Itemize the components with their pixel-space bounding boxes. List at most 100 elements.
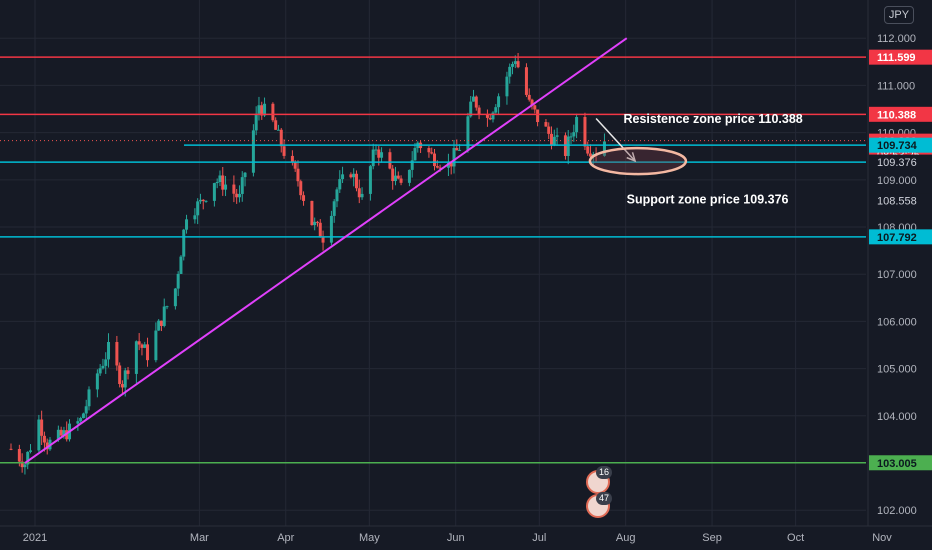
candle-body	[524, 67, 528, 95]
candle-body	[452, 148, 456, 167]
horizontal-levels	[0, 56, 866, 464]
candle-body	[9, 448, 13, 450]
candle-body	[427, 148, 431, 153]
candle-body	[95, 373, 99, 390]
candle-body	[107, 341, 111, 360]
candle-body	[263, 103, 267, 116]
candle-body	[232, 184, 236, 194]
candle-body	[380, 152, 384, 158]
candle-body	[45, 442, 49, 450]
candle-body	[20, 461, 24, 468]
candle-body	[243, 172, 247, 178]
candle-body	[154, 330, 158, 361]
candle-body	[146, 344, 150, 361]
x-tick-label: Mar	[190, 532, 209, 544]
candle-body	[257, 105, 261, 114]
candle-body	[569, 136, 573, 138]
candle-body	[497, 96, 501, 108]
candle-body	[104, 359, 108, 366]
candle-body	[221, 175, 225, 190]
candle-body	[572, 132, 576, 137]
candle-body	[271, 103, 275, 121]
price-tags: 111.599110.388109.83008:53:25109.734109.…	[869, 49, 932, 471]
currency-badge[interactable]: JPY	[884, 6, 914, 24]
candle-body	[37, 419, 41, 451]
price-tag-label: 109.376	[877, 157, 917, 169]
candle-body	[282, 146, 286, 156]
price-tag-bg	[869, 137, 932, 153]
candle-body	[575, 116, 579, 133]
x-tick-label: Aug	[616, 532, 636, 544]
trendline-layer	[24, 37, 628, 464]
candle-body	[87, 389, 91, 407]
candle-body	[527, 94, 531, 100]
x-tick-label: Nov	[872, 532, 892, 544]
candle-body	[237, 193, 241, 198]
y-tick-label: 107.000	[877, 269, 917, 281]
uptrend-line	[24, 37, 628, 464]
candle-body	[120, 384, 124, 388]
candle-body	[586, 146, 590, 154]
candle-body	[162, 306, 166, 326]
candle-body	[157, 320, 161, 331]
candle-body	[29, 450, 33, 452]
candle-body	[354, 173, 358, 189]
candle-body	[26, 451, 30, 465]
candle-body	[474, 96, 478, 108]
price-tag-bg	[869, 229, 932, 245]
candle-body	[583, 116, 587, 147]
candle-body	[469, 101, 473, 117]
candle-body	[310, 200, 314, 226]
candle-body	[134, 341, 138, 374]
candle-body	[391, 168, 395, 182]
price-tag-bg	[869, 193, 932, 209]
candle-body	[352, 173, 356, 178]
candle-body	[276, 129, 280, 131]
candle-body	[410, 160, 414, 170]
candle-body	[552, 136, 556, 146]
y-tick-label: 104.000	[877, 411, 917, 423]
x-tick-label: Oct	[787, 532, 804, 544]
economic-events[interactable]: 16 47	[584, 466, 624, 522]
candle-body	[296, 168, 300, 182]
candle-body	[17, 449, 21, 462]
event-count-first: 16	[596, 466, 613, 479]
x-tick-label: Apr	[277, 532, 294, 544]
candle-body	[84, 406, 88, 414]
candle-body	[224, 184, 228, 190]
annotation-label: Resistence zone price 110.388	[623, 112, 802, 126]
candle-body	[40, 419, 44, 436]
candle-body	[212, 183, 216, 201]
candle-body	[196, 201, 200, 216]
candle-body	[555, 135, 559, 137]
candle-body	[357, 188, 361, 198]
target-ellipse	[588, 146, 688, 176]
y-tick-label: 111.000	[877, 80, 915, 92]
time-axis[interactable]: 2021 Mar Apr May Jun Jul Aug Sep Oct Nov	[0, 525, 932, 544]
candle-body	[566, 136, 570, 156]
candle-body	[533, 105, 537, 110]
candle-body	[341, 174, 345, 180]
price-tag-bg	[869, 455, 932, 471]
candle-body	[516, 61, 520, 68]
annotations: Resistence zone price 110.388 Support zon…	[588, 112, 803, 206]
forecast-arrow-shaft	[595, 117, 636, 162]
candle-body	[302, 195, 306, 201]
candle-body	[313, 221, 317, 226]
candle-body	[485, 114, 489, 118]
candle-body	[235, 193, 239, 198]
candle-body	[42, 435, 46, 443]
candle-body	[360, 193, 364, 198]
candle-body	[488, 117, 492, 120]
candle-body	[198, 199, 202, 202]
candle-body	[240, 177, 244, 194]
candle-body	[318, 222, 322, 238]
event-count-second: 47	[596, 492, 613, 505]
candle-body	[466, 116, 470, 150]
candle-body	[137, 341, 141, 345]
candle-body	[393, 175, 397, 182]
candle-body	[118, 365, 122, 385]
candle-body	[165, 306, 169, 308]
candle-body	[455, 148, 459, 151]
